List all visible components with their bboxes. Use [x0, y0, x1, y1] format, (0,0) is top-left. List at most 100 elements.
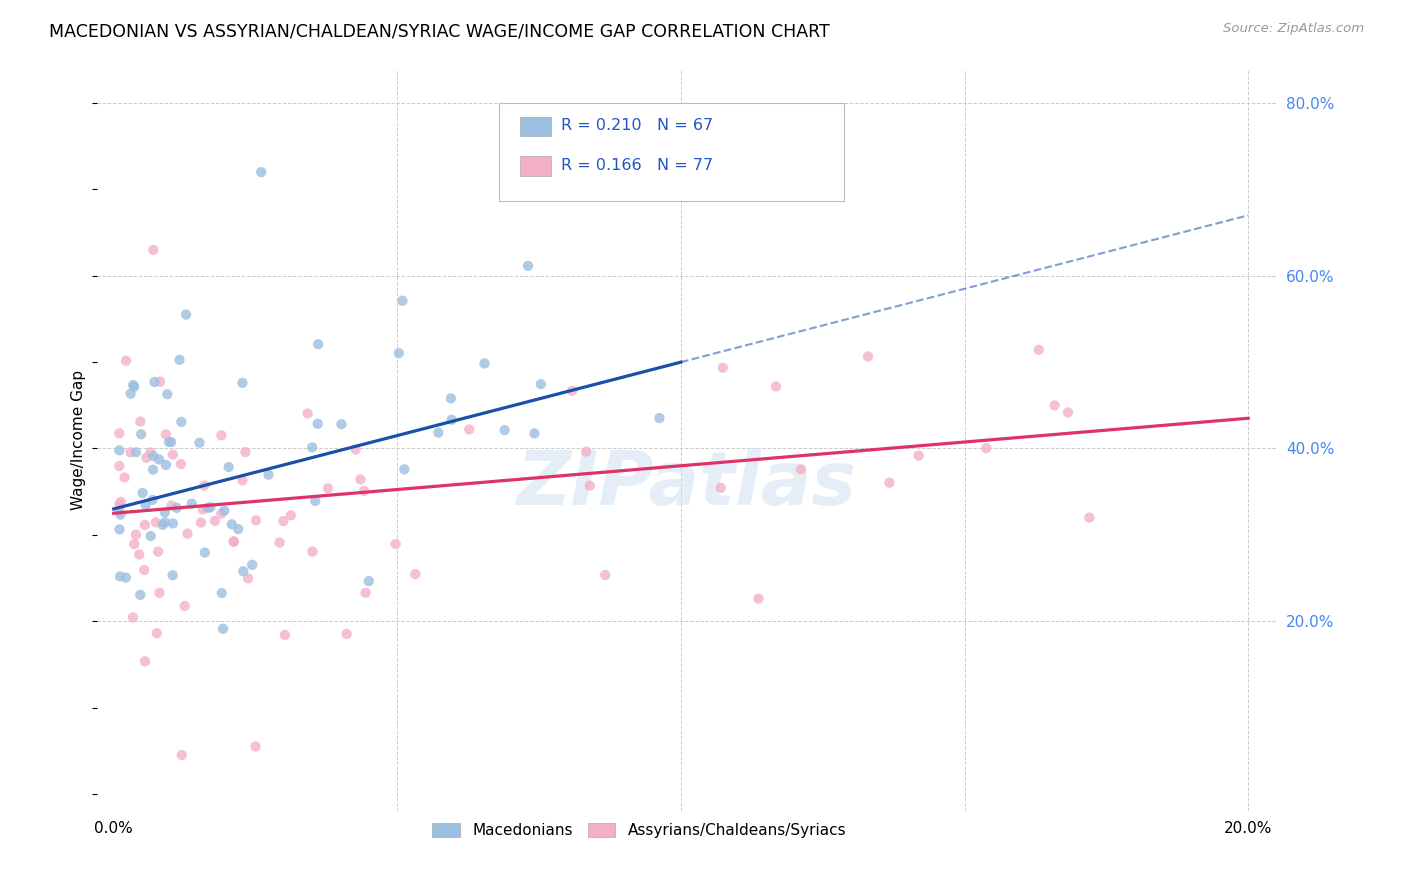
- Point: [1078, 510, 1101, 524]
- Point: [222, 534, 245, 549]
- Point: [209, 428, 232, 442]
- Point: [122, 380, 145, 394]
- Point: [162, 448, 184, 462]
- Point: [301, 441, 323, 455]
- Point: [155, 458, 177, 472]
- Point: [307, 337, 329, 351]
- Point: [307, 417, 329, 431]
- Text: MACEDONIAN VS ASSYRIAN/CHALDEAN/SYRIAC WAGE/INCOME GAP CORRELATION CHART: MACEDONIAN VS ASSYRIAN/CHALDEAN/SYRIAC W…: [49, 22, 830, 40]
- Point: [336, 627, 359, 641]
- Legend: Macedonians, Assyrians/Chaldeans/Syriacs: Macedonians, Assyrians/Chaldeans/Syriacs: [426, 817, 852, 845]
- Point: [575, 444, 598, 458]
- Point: [125, 445, 148, 459]
- Point: [134, 654, 156, 668]
- Text: R = 0.166   N = 77: R = 0.166 N = 77: [561, 159, 713, 173]
- Point: [122, 610, 145, 624]
- Point: [180, 497, 202, 511]
- Point: [517, 259, 540, 273]
- Point: [173, 599, 195, 613]
- Point: [211, 586, 233, 600]
- Point: [135, 450, 157, 465]
- Point: [152, 517, 174, 532]
- Point: [134, 563, 156, 577]
- Point: [879, 475, 901, 490]
- Point: [170, 747, 193, 762]
- Point: [108, 497, 131, 511]
- Point: [142, 449, 165, 463]
- Point: [129, 415, 152, 429]
- Point: [765, 379, 787, 393]
- Point: [790, 462, 813, 476]
- Point: [149, 375, 172, 389]
- Point: [142, 243, 165, 257]
- Point: [114, 570, 136, 584]
- Point: [162, 568, 184, 582]
- Point: [110, 508, 132, 522]
- Point: [593, 568, 616, 582]
- Point: [222, 534, 245, 549]
- Point: [188, 435, 211, 450]
- Point: [245, 513, 267, 527]
- Point: [160, 499, 183, 513]
- Point: [191, 502, 214, 516]
- Point: [269, 535, 291, 549]
- Point: [494, 423, 516, 437]
- Point: [176, 526, 198, 541]
- Point: [108, 569, 131, 583]
- Point: [190, 516, 212, 530]
- Point: [384, 537, 406, 551]
- Point: [146, 626, 169, 640]
- Point: [142, 463, 165, 477]
- Point: [174, 308, 197, 322]
- Point: [120, 445, 142, 459]
- Point: [231, 474, 253, 488]
- Point: [110, 495, 132, 509]
- Point: [170, 457, 193, 471]
- Text: Source: ZipAtlas.com: Source: ZipAtlas.com: [1223, 22, 1364, 36]
- Point: [301, 544, 323, 558]
- Point: [214, 503, 236, 517]
- Point: [148, 586, 170, 600]
- Point: [388, 346, 411, 360]
- Point: [108, 504, 131, 518]
- Point: [273, 514, 295, 528]
- Point: [274, 628, 297, 642]
- Point: [344, 442, 367, 457]
- Point: [146, 544, 169, 558]
- Point: [648, 411, 671, 425]
- Point: [212, 622, 235, 636]
- Point: [115, 353, 138, 368]
- Point: [129, 427, 152, 442]
- Point: [160, 435, 183, 450]
- Point: [194, 545, 217, 559]
- Point: [125, 527, 148, 541]
- Point: [153, 505, 176, 519]
- Point: [122, 378, 145, 392]
- Point: [523, 426, 546, 441]
- Point: [235, 445, 257, 459]
- Point: [474, 356, 496, 370]
- Point: [141, 492, 163, 507]
- Point: [204, 514, 226, 528]
- Y-axis label: Wage/Income Gap: Wage/Income Gap: [72, 370, 86, 510]
- Point: [349, 473, 371, 487]
- Point: [226, 522, 249, 536]
- Point: [134, 518, 156, 533]
- Point: [231, 376, 253, 390]
- Point: [240, 558, 263, 572]
- Point: [297, 407, 319, 421]
- Point: [440, 413, 463, 427]
- Point: [166, 500, 188, 515]
- Point: [139, 529, 162, 543]
- Point: [280, 508, 302, 523]
- Point: [221, 517, 243, 532]
- Point: [129, 588, 152, 602]
- Point: [250, 165, 273, 179]
- Point: [193, 478, 215, 492]
- Point: [156, 387, 179, 401]
- Point: [145, 516, 167, 530]
- Point: [148, 452, 170, 467]
- Point: [108, 458, 131, 473]
- Point: [391, 293, 413, 308]
- Point: [120, 386, 142, 401]
